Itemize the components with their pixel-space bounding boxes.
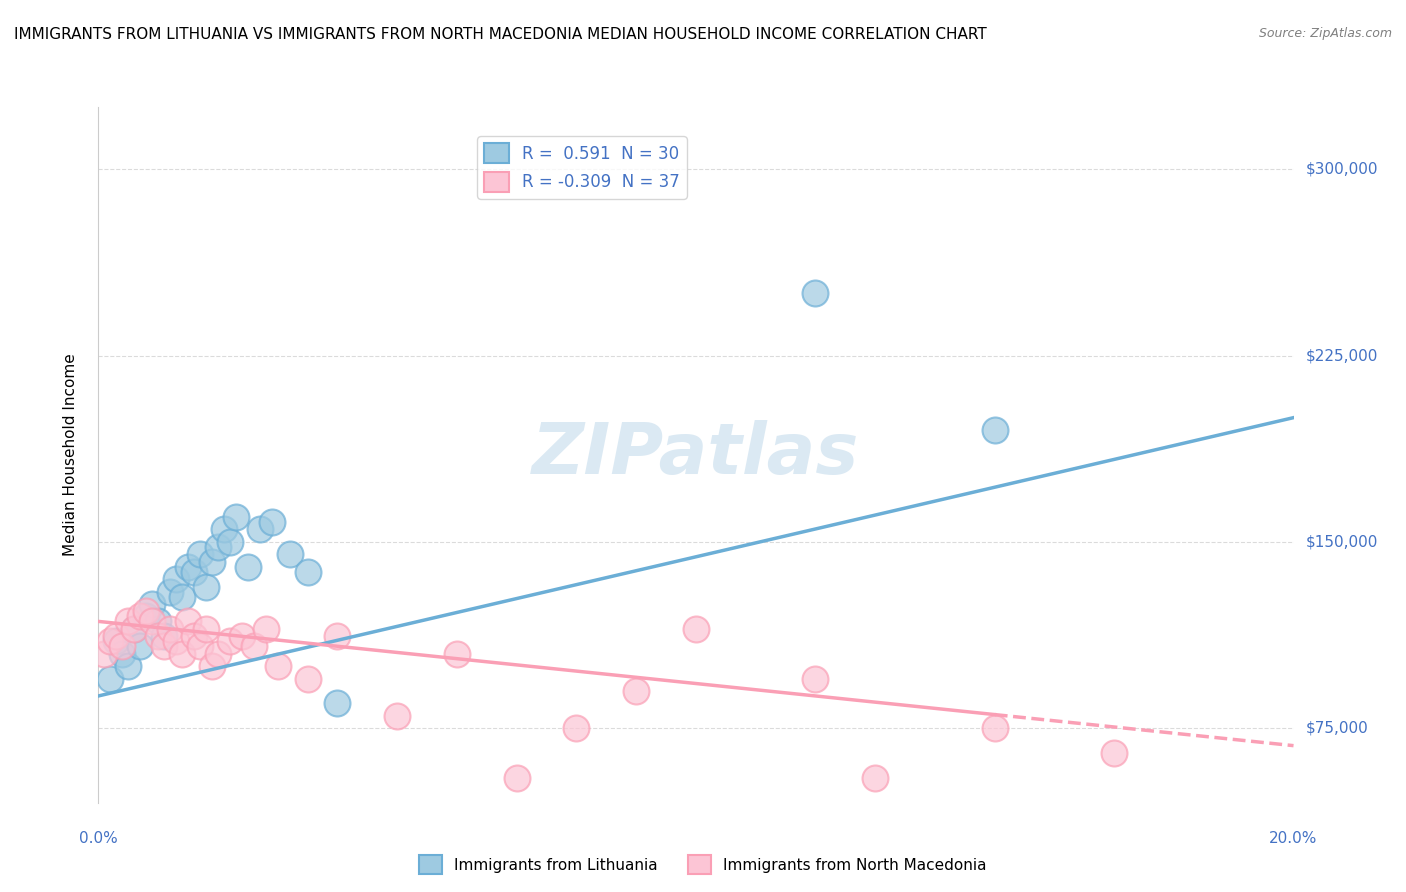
Point — [141, 615, 163, 629]
Point — [111, 647, 134, 661]
Point — [98, 634, 122, 648]
Point — [98, 672, 122, 686]
Point — [188, 639, 211, 653]
Point — [172, 647, 194, 661]
Text: 0.0%: 0.0% — [79, 830, 118, 846]
Point — [260, 515, 283, 529]
Point — [207, 540, 229, 554]
Point — [326, 629, 349, 643]
Text: $300,000: $300,000 — [1305, 161, 1378, 177]
Point — [385, 708, 409, 723]
Point — [201, 659, 224, 673]
Point — [506, 771, 529, 785]
Text: IMMIGRANTS FROM LITHUANIA VS IMMIGRANTS FROM NORTH MACEDONIA MEDIAN HOUSEHOLD IN: IMMIGRANTS FROM LITHUANIA VS IMMIGRANTS … — [14, 27, 987, 42]
Point — [111, 639, 134, 653]
Point — [201, 555, 224, 569]
Point — [297, 672, 319, 686]
Point — [446, 647, 468, 661]
Point — [93, 647, 115, 661]
Point — [188, 547, 211, 561]
Point — [177, 559, 200, 574]
Point — [267, 659, 290, 673]
Y-axis label: Median Household Income: Median Household Income — [63, 353, 77, 557]
Text: 20.0%: 20.0% — [1270, 830, 1317, 846]
Point — [278, 547, 301, 561]
Point — [153, 639, 176, 653]
Point — [135, 609, 157, 624]
Point — [624, 684, 647, 698]
Point — [148, 615, 170, 629]
Point — [129, 639, 152, 653]
Point — [177, 615, 200, 629]
Point — [804, 286, 827, 301]
Legend: Immigrants from Lithuania, Immigrants from North Macedonia: Immigrants from Lithuania, Immigrants fr… — [413, 849, 993, 880]
Point — [159, 622, 181, 636]
Point — [565, 721, 588, 735]
Point — [141, 597, 163, 611]
Point — [165, 634, 187, 648]
Point — [685, 622, 707, 636]
Point — [983, 721, 1005, 735]
Point — [135, 605, 157, 619]
Point — [249, 523, 271, 537]
Point — [804, 672, 827, 686]
Point — [194, 580, 218, 594]
Point — [1104, 746, 1126, 760]
Point — [129, 609, 152, 624]
Point — [124, 622, 146, 636]
Point — [165, 572, 187, 586]
Text: Source: ZipAtlas.com: Source: ZipAtlas.com — [1258, 27, 1392, 40]
Point — [124, 622, 146, 636]
Point — [254, 622, 277, 636]
Point — [194, 622, 218, 636]
Legend: R =  0.591  N = 30, R = -0.309  N = 37: R = 0.591 N = 30, R = -0.309 N = 37 — [477, 136, 686, 199]
Point — [117, 615, 139, 629]
Point — [153, 629, 176, 643]
Point — [105, 634, 128, 648]
Point — [105, 629, 128, 643]
Point — [183, 629, 205, 643]
Text: $75,000: $75,000 — [1305, 721, 1368, 736]
Point — [236, 559, 259, 574]
Point — [159, 584, 181, 599]
Point — [865, 771, 887, 785]
Point — [326, 697, 349, 711]
Point — [297, 565, 319, 579]
Point — [148, 629, 170, 643]
Point — [243, 639, 266, 653]
Text: $225,000: $225,000 — [1305, 348, 1378, 363]
Point — [219, 534, 242, 549]
Text: $150,000: $150,000 — [1305, 534, 1378, 549]
Point — [207, 647, 229, 661]
Point — [183, 565, 205, 579]
Point — [225, 510, 247, 524]
Point — [219, 634, 242, 648]
Point — [983, 423, 1005, 437]
Point — [172, 590, 194, 604]
Text: ZIPatlas: ZIPatlas — [533, 420, 859, 490]
Point — [117, 659, 139, 673]
Point — [212, 523, 235, 537]
Point — [231, 629, 253, 643]
